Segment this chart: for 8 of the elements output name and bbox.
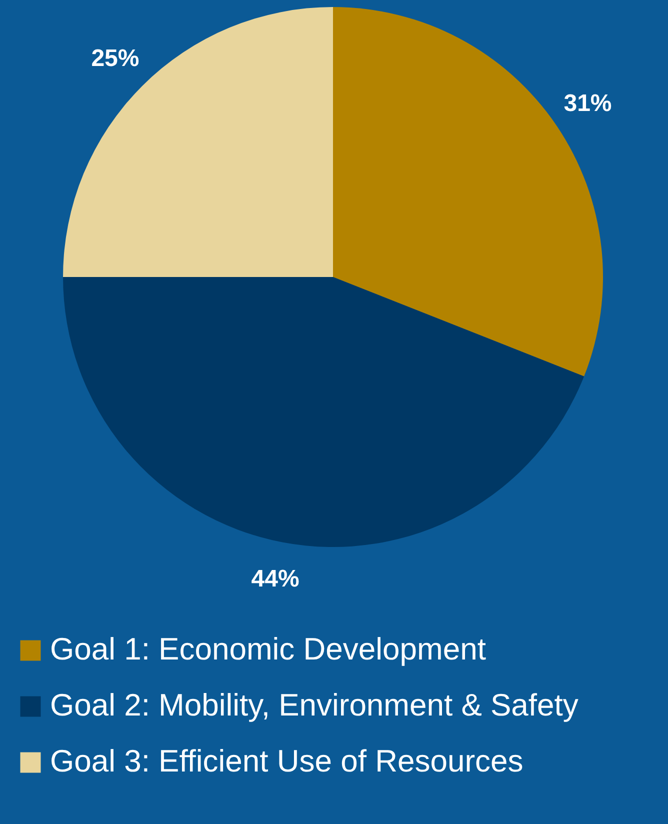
data-label: 44%: [251, 566, 300, 593]
data-label: 25%: [91, 45, 140, 72]
pie-slice: [63, 7, 333, 277]
legend-label: Goal 2: Mobility, Environment & Safety: [50, 688, 579, 722]
data-label: 31%: [564, 90, 612, 117]
pie-slice: [63, 277, 584, 546]
legend-label: Goal 3: Efficient Use of Resources: [50, 744, 524, 778]
legend-label: Goal 1: Economic Development: [50, 632, 486, 666]
